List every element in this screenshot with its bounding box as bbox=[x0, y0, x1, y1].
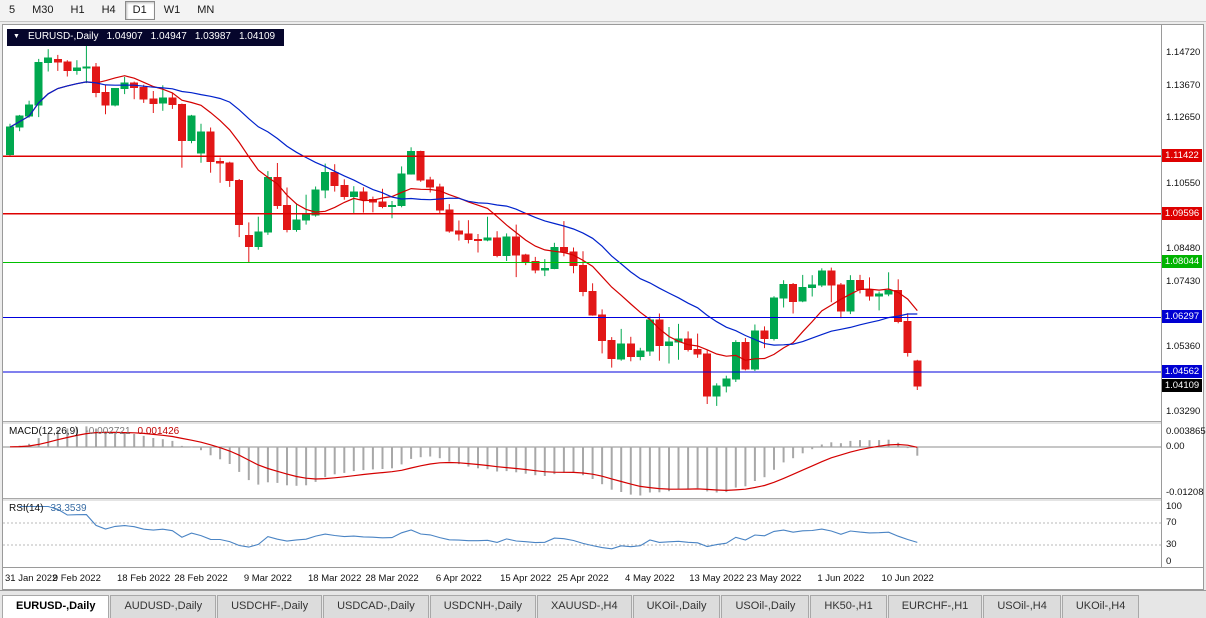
symbol-tab[interactable]: USOil-,Daily bbox=[721, 595, 810, 618]
macd-axis-label: 0.003865 bbox=[1166, 426, 1206, 437]
timeframe-button-w1[interactable]: W1 bbox=[163, 4, 181, 16]
rsi-plot[interactable] bbox=[3, 501, 1161, 567]
symbol-tab-bar: EURUSD-,Daily AUDUSD-,Daily USDCHF-,Daily U… bbox=[0, 590, 1206, 618]
symbol-tab[interactable]: UKOil-,H4 bbox=[1061, 595, 1140, 618]
price-axis-label: 1.13670 bbox=[1166, 80, 1201, 91]
price-axis-label: 1.07430 bbox=[1166, 276, 1201, 287]
price-axis-label: 1.10550 bbox=[1166, 178, 1201, 189]
date-axis[interactable]: 31 Jan 2022 9 Feb 2022 18 Feb 2022 28 Feb 2… bbox=[3, 567, 1203, 589]
macd-signal-value: 0.001426 bbox=[137, 426, 180, 437]
ohlc-open: 1.04907 bbox=[106, 31, 143, 42]
panel-splitter[interactable] bbox=[3, 421, 1203, 424]
date-axis-label: 28 Feb 2022 bbox=[174, 573, 228, 584]
date-axis-label: 15 Apr 2022 bbox=[500, 573, 552, 584]
rsi-name: RSI(14) bbox=[9, 503, 44, 514]
symbol-info-strip: ▼ EURUSD-,Daily 1.04907 1.04947 1.03987 … bbox=[7, 29, 285, 46]
price-level-badge: 1.06297 bbox=[1162, 310, 1202, 323]
macd-name: MACD(12,26,9) bbox=[9, 426, 79, 437]
timeframe-toolbar: 5 M30 H1 H4 D1 W1 MN bbox=[0, 0, 1206, 22]
date-axis-label: 4 May 2022 bbox=[625, 573, 675, 584]
date-axis-label: 13 May 2022 bbox=[689, 573, 745, 584]
symbol-tab[interactable]: XAUUSD-,H4 bbox=[536, 595, 632, 618]
date-axis-label: 6 Apr 2022 bbox=[435, 573, 482, 584]
ohlc-close: 1.04109 bbox=[238, 31, 276, 42]
symbol-tab[interactable]: USDCAD-,Daily bbox=[323, 595, 429, 618]
price-level-badge: 1.08044 bbox=[1162, 255, 1202, 268]
date-axis-label: 9 Feb 2022 bbox=[52, 573, 101, 584]
panel-splitter[interactable] bbox=[3, 498, 1203, 501]
timeframe-button-mn[interactable]: MN bbox=[197, 4, 215, 16]
symbol-tab[interactable]: USOil-,H4 bbox=[983, 595, 1061, 618]
date-axis-label: 1 Jun 2022 bbox=[817, 573, 865, 584]
date-axis-label: 10 Jun 2022 bbox=[881, 573, 934, 584]
chart-window: ▼ EURUSD-,Daily 1.04907 1.04947 1.03987 … bbox=[2, 24, 1206, 590]
date-axis-label: 25 Apr 2022 bbox=[557, 573, 609, 584]
timeframe-button-5[interactable]: 5 bbox=[9, 4, 16, 16]
price-axis-label: 1.14720 bbox=[1166, 47, 1201, 58]
date-axis-label: 18 Mar 2022 bbox=[308, 573, 362, 584]
symbol-tab[interactable]: USDCHF-,Daily bbox=[217, 595, 323, 618]
date-axis-label: 31 Jan 2022 bbox=[5, 573, 58, 584]
timeframe-button-d1[interactable]: D1 bbox=[124, 1, 155, 20]
timeframe-button-h4[interactable]: H4 bbox=[101, 4, 116, 16]
price-axis-label: 1.05360 bbox=[1166, 341, 1201, 352]
macd-plot[interactable] bbox=[3, 424, 1161, 498]
price-chart-plot[interactable] bbox=[3, 25, 1161, 421]
symbol-tab[interactable]: EURUSD-,Daily bbox=[2, 595, 110, 618]
price-level-badge: 1.04562 bbox=[1162, 365, 1202, 378]
timeframe-button-h1[interactable]: H1 bbox=[70, 4, 85, 16]
price-level-badge: 1.09596 bbox=[1162, 207, 1202, 220]
macd-axis-label: 0.00 bbox=[1166, 441, 1185, 452]
macd-indicator-label: MACD(12,26,9) -0.002721 0.001426 bbox=[9, 426, 179, 437]
rsi-value: 33.3539 bbox=[50, 503, 87, 514]
ohlc-high: 1.04947 bbox=[150, 31, 187, 42]
symbol-tab[interactable]: AUDUSD-,Daily bbox=[110, 595, 217, 618]
price-axis[interactable]: 1.14720 1.13670 1.12650 1.10550 1.08480 1.074… bbox=[1162, 25, 1206, 567]
price-axis-label: 1.03290 bbox=[1166, 406, 1201, 417]
symbol-tab[interactable]: HK50-,H1 bbox=[810, 595, 887, 618]
rsi-axis-label: 70 bbox=[1166, 517, 1177, 528]
date-axis-label: 18 Feb 2022 bbox=[117, 573, 171, 584]
date-axis-label: 23 May 2022 bbox=[746, 573, 802, 584]
timeframe-button-m30[interactable]: M30 bbox=[32, 4, 54, 16]
price-axis-label: 1.12650 bbox=[1166, 112, 1201, 123]
symbol-tab[interactable]: USDCNH-,Daily bbox=[429, 595, 536, 618]
axis-divider bbox=[1161, 25, 1162, 567]
collapse-triangle-icon[interactable]: ▼ bbox=[13, 33, 20, 40]
price-level-badge: 1.11422 bbox=[1162, 149, 1202, 162]
price-axis-label: 1.08480 bbox=[1166, 243, 1201, 254]
symbol-tab[interactable]: UKOil-,Daily bbox=[632, 595, 721, 618]
price-level-badge: 1.04109 bbox=[1162, 379, 1202, 392]
rsi-indicator-label: RSI(14) 33.3539 bbox=[9, 503, 87, 514]
rsi-axis-label: 0 bbox=[1166, 556, 1172, 567]
macd-axis-label: -0.01208 bbox=[1166, 487, 1204, 498]
rsi-axis-label: 30 bbox=[1166, 539, 1177, 550]
symbol-tab[interactable]: EURCHF-,H1 bbox=[887, 595, 983, 618]
symbol-name: EURUSD-,Daily bbox=[27, 31, 99, 42]
macd-main-value: -0.002721 bbox=[85, 426, 131, 437]
rsi-axis-label: 100 bbox=[1166, 501, 1182, 512]
date-axis-label: 9 Mar 2022 bbox=[243, 573, 292, 584]
ohlc-low: 1.03987 bbox=[194, 31, 231, 42]
date-axis-label: 28 Mar 2022 bbox=[365, 573, 419, 584]
